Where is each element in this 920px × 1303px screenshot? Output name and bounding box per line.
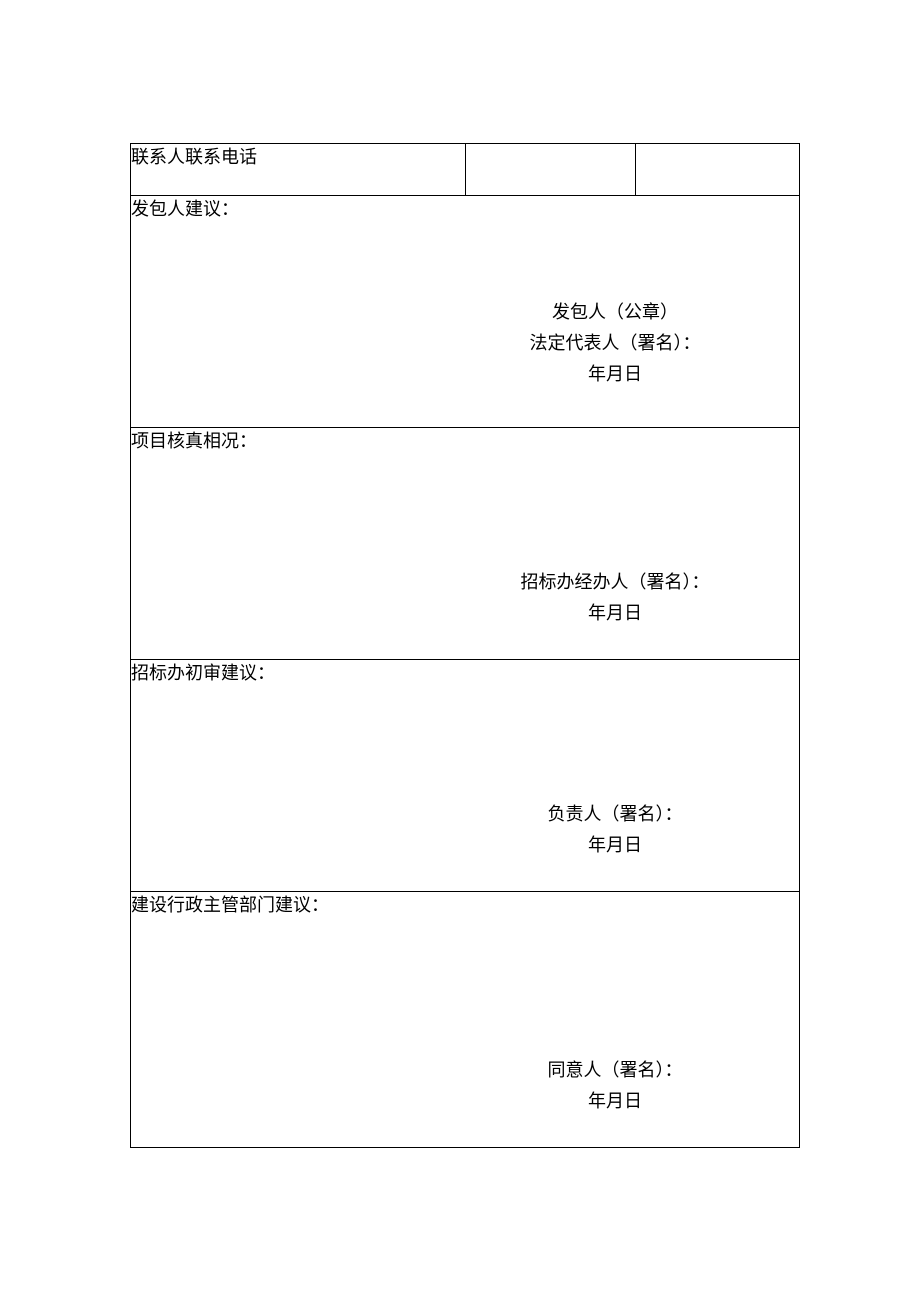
sig-line-date-2: 年月日: [431, 600, 799, 627]
contact-row: 联系人联系电话: [131, 144, 800, 196]
approval-form-table: 联系人联系电话 发包人建议： 发包人（公章） 法定代表人（署名）： 年月日: [130, 143, 800, 1148]
section-cell-admin-suggestion: 建设行政主管部门建议： 同意人（署名）： 年月日: [131, 892, 800, 1148]
contact-label-cell: 联系人联系电话: [131, 144, 466, 196]
sig-line-legal-rep: 法定代表人（署名）：: [431, 330, 799, 357]
section-row-1: 发包人建议： 发包人（公章） 法定代表人（署名）： 年月日: [131, 196, 800, 428]
section-row-2: 项目核真相况： 招标办经办人（署名）： 年月日: [131, 428, 800, 660]
signature-block-2: 招标办经办人（署名）： 年月日: [131, 569, 799, 627]
section-cell-verification: 项目核真相况： 招标办经办人（署名）： 年月日: [131, 428, 800, 660]
sig-line-date-1: 年月日: [431, 361, 799, 388]
section-row-3: 招标办初审建议： 负责人（署名）： 年月日: [131, 660, 800, 892]
section-cell-preliminary-review: 招标办初审建议： 负责人（署名）： 年月日: [131, 660, 800, 892]
signature-block-1: 发包人（公章） 法定代表人（署名）： 年月日: [131, 299, 799, 388]
sig-line-handler: 招标办经办人（署名）：: [431, 569, 799, 596]
contact-label: 联系人联系电话: [131, 147, 257, 167]
section-title-4: 建设行政主管部门建议：: [131, 892, 799, 919]
section-title-2: 项目核真相况：: [131, 428, 799, 455]
section-row-4: 建设行政主管部门建议： 同意人（署名）： 年月日: [131, 892, 800, 1148]
contact-value-cell-2: [636, 144, 800, 196]
contact-value-cell-1: [466, 144, 636, 196]
section-cell-issuer-suggestion: 发包人建议： 发包人（公章） 法定代表人（署名）： 年月日: [131, 196, 800, 428]
sig-line-responsible: 负责人（署名）：: [431, 801, 799, 828]
section-title-1: 发包人建议：: [131, 196, 799, 223]
signature-block-4: 同意人（署名）： 年月日: [131, 1057, 799, 1115]
section-title-3: 招标办初审建议：: [131, 660, 799, 687]
sig-line-date-4: 年月日: [431, 1088, 799, 1115]
sig-line-agree: 同意人（署名）：: [431, 1057, 799, 1084]
sig-line-seal: 发包人（公章）: [431, 299, 799, 326]
signature-block-3: 负责人（署名）： 年月日: [131, 801, 799, 859]
sig-line-date-3: 年月日: [431, 832, 799, 859]
